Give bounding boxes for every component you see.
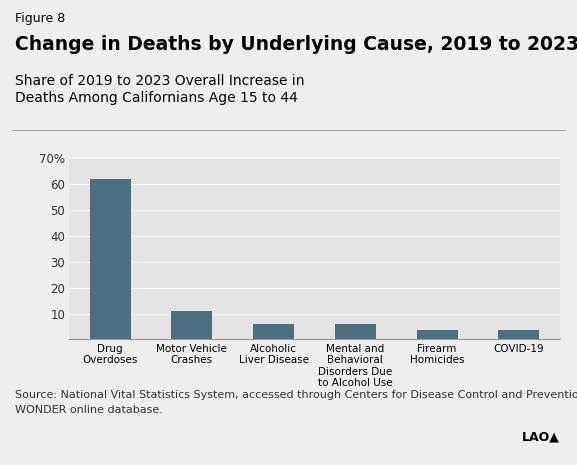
Bar <box>171 311 212 339</box>
Bar <box>335 324 376 339</box>
Text: LAO▲: LAO▲ <box>522 430 560 443</box>
Bar <box>417 330 458 339</box>
Text: Share of 2019 to 2023 Overall Increase in: Share of 2019 to 2023 Overall Increase i… <box>15 74 305 88</box>
Text: Source: National Vital Statistics System, accessed through Centers for Disease C: Source: National Vital Statistics System… <box>15 390 577 400</box>
Text: WONDER online database.: WONDER online database. <box>15 405 163 415</box>
Bar <box>89 179 130 339</box>
Text: Change in Deaths by Underlying Cause, 2019 to 2023: Change in Deaths by Underlying Cause, 20… <box>15 35 577 54</box>
Bar <box>253 324 294 339</box>
Bar <box>499 330 539 339</box>
Text: Figure 8: Figure 8 <box>15 12 65 25</box>
Text: Deaths Among Californians Age 15 to 44: Deaths Among Californians Age 15 to 44 <box>15 91 298 105</box>
